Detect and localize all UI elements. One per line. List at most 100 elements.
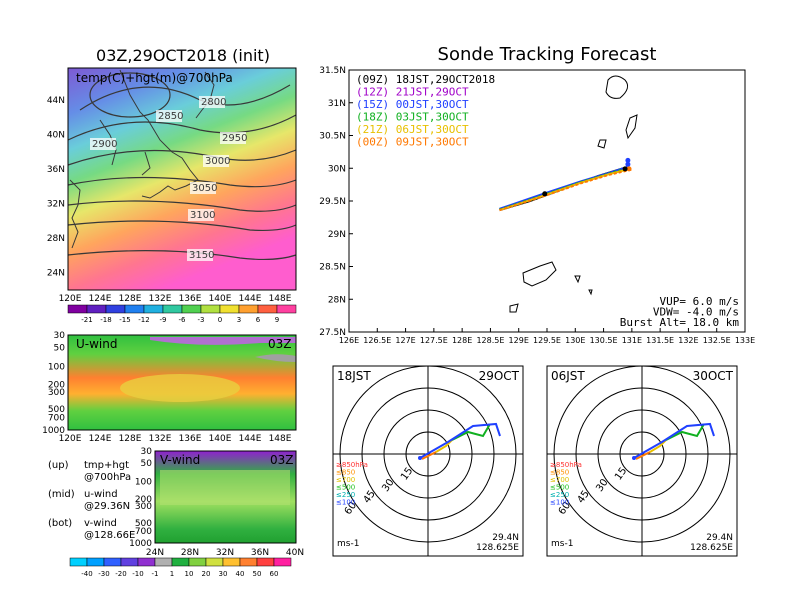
x-tick-label: 126.5E <box>363 336 391 345</box>
svg-text:3000: 3000 <box>205 156 230 167</box>
note-tag: (mid) <box>48 489 75 500</box>
x-tick-label: 130E <box>565 336 585 345</box>
temp-colorbar-cell <box>200 304 221 314</box>
temp-colorbar-label: -9 <box>160 316 167 324</box>
track-legend: (09Z) 18JST,29OCT2018(12Z) 21JST,29OCT(1… <box>356 73 495 149</box>
hodo-level-label: ≥850hPa <box>550 461 582 469</box>
pressure-label: 700 <box>135 527 152 537</box>
hodo-trace <box>635 451 651 460</box>
temp-colorbar-cell <box>276 304 297 314</box>
lat-label: 40N <box>47 131 65 141</box>
lon-label: 140E <box>209 434 232 444</box>
note-line: v-wind <box>84 518 117 529</box>
pressure-label: 50 <box>54 343 66 353</box>
svg-text:3150: 3150 <box>189 250 214 261</box>
track-x-ticks: 126E 126.5E 127E 127.5E 128E 128.5E 129E 129.5E… <box>339 336 755 345</box>
temp-colorbar-label: -12 <box>138 316 149 324</box>
lat-label: 40N <box>286 548 304 558</box>
wind-colorbar-cell <box>154 557 173 567</box>
y-tick-label: 28N <box>328 295 346 305</box>
lat-label: 36N <box>47 165 65 175</box>
lon-label: 140E <box>209 294 232 304</box>
note-line: @29.36N <box>84 501 130 512</box>
legend-entry: (00Z) 09JST,30OCT <box>356 136 469 149</box>
lon-label: 132E <box>149 434 172 444</box>
temp-colorbar-label: -15 <box>119 316 130 324</box>
param-line: Burst Alt= 18.0 km <box>620 316 740 329</box>
temp-lat-labels: 44N 40N 36N 32N 28N 24N <box>47 96 65 279</box>
hodo-level-label: ≤500 <box>336 484 355 492</box>
temp-colorbar-cell <box>162 304 183 314</box>
left-panel-title: 03Z,29OCT2018 (init) <box>96 46 270 65</box>
wind-colorbar: -40 -30 -20 -10 -1 1 10 20 30 40 50 60 <box>69 557 292 578</box>
x-tick-label: 128.5E <box>476 336 504 345</box>
wind-colorbar-label: -30 <box>98 570 109 578</box>
hodo-level-label: ≤250 <box>550 491 569 499</box>
lat-label: 36N <box>251 548 269 558</box>
hodograph-1: 15304560≥850hPa≤850≤700≤500≤250≤100ms-11… <box>332 365 524 557</box>
hodo-level-label: ≤500 <box>550 484 569 492</box>
hodo-date: 30OCT <box>693 369 734 383</box>
temp-colorbar-label: -3 <box>198 316 205 324</box>
hodo-trace <box>665 423 705 441</box>
wind-colorbar-label: 10 <box>185 570 194 578</box>
note-tag: (bot) <box>48 518 72 529</box>
temp-colorbar-cell <box>67 304 88 314</box>
legend-entry: (15Z) 00JST,30OCT <box>356 98 469 111</box>
hodo-level-label: ≥850hPa <box>336 461 368 469</box>
lat-label: 44N <box>47 96 65 106</box>
lon-label: 148E <box>269 294 292 304</box>
hodo-origin <box>418 456 422 460</box>
islands <box>509 75 638 313</box>
wind-colorbar-cell <box>188 557 207 567</box>
y-tick-label: 30.5N <box>319 132 346 142</box>
hodo-level-label: ≤250 <box>336 491 355 499</box>
pressure-label: 300 <box>135 502 152 512</box>
vwind-lat-labels: 24N 28N 32N 36N 40N <box>146 548 304 558</box>
hodo-lon: 128.625E <box>690 543 733 553</box>
lon-label: 148E <box>269 434 292 444</box>
lon-label: 144E <box>239 294 262 304</box>
wind-colorbar-label: 50 <box>253 570 262 578</box>
lon-label: 144E <box>239 434 262 444</box>
lat-label: 28N <box>47 234 65 244</box>
hodo-trace <box>633 422 715 459</box>
legend-entry: (18Z) 03JST,30OCT <box>356 111 469 124</box>
hodo-level-label: ≤700 <box>550 476 569 484</box>
y-tick-label: 31N <box>328 99 346 109</box>
lat-label: 24N <box>47 269 65 279</box>
wind-colorbar-cell <box>103 557 122 567</box>
legend-entry: (09Z) 18JST,29OCT2018 <box>356 73 495 86</box>
svg-text:2850: 2850 <box>158 111 183 122</box>
lon-label: 128E <box>119 294 142 304</box>
svg-text:3100: 3100 <box>190 210 215 221</box>
lon-label: 136E <box>179 434 202 444</box>
wind-colorbar-cell <box>137 557 156 567</box>
wind-colorbar-label: 40 <box>236 570 245 578</box>
pressure-label: 500 <box>48 405 65 415</box>
uwind-time: 03Z <box>268 337 292 351</box>
chart-title: Sonde Tracking Forecast <box>438 44 657 65</box>
lat-label: 24N <box>146 548 164 558</box>
track-marker <box>542 191 548 197</box>
pressure-label: 500 <box>135 519 152 529</box>
x-tick-label: 132.5E <box>703 336 731 345</box>
track-series <box>499 157 633 212</box>
temp-lon-labels: 120E 124E 128E 132E 136E 140E 144E 148E <box>59 294 292 304</box>
svg-text:3050: 3050 <box>192 183 217 194</box>
wind-colorbar-label: -20 <box>115 570 126 578</box>
hodo-time: 18JST <box>337 369 371 383</box>
y-tick-label: 28.5N <box>319 263 346 273</box>
pressure-label: 1000 <box>42 426 65 436</box>
wind-colorbar-cell <box>69 557 88 567</box>
x-tick-label: 127E <box>395 336 415 345</box>
lon-label: 120E <box>59 294 82 304</box>
temp-colorbar-cell <box>257 304 278 314</box>
note-line: u-wind <box>84 489 118 500</box>
note-tag: (up) <box>48 460 69 471</box>
lon-label: 124E <box>89 294 112 304</box>
x-tick-label: 132E <box>678 336 698 345</box>
wind-colorbar-label: -1 <box>152 570 159 578</box>
